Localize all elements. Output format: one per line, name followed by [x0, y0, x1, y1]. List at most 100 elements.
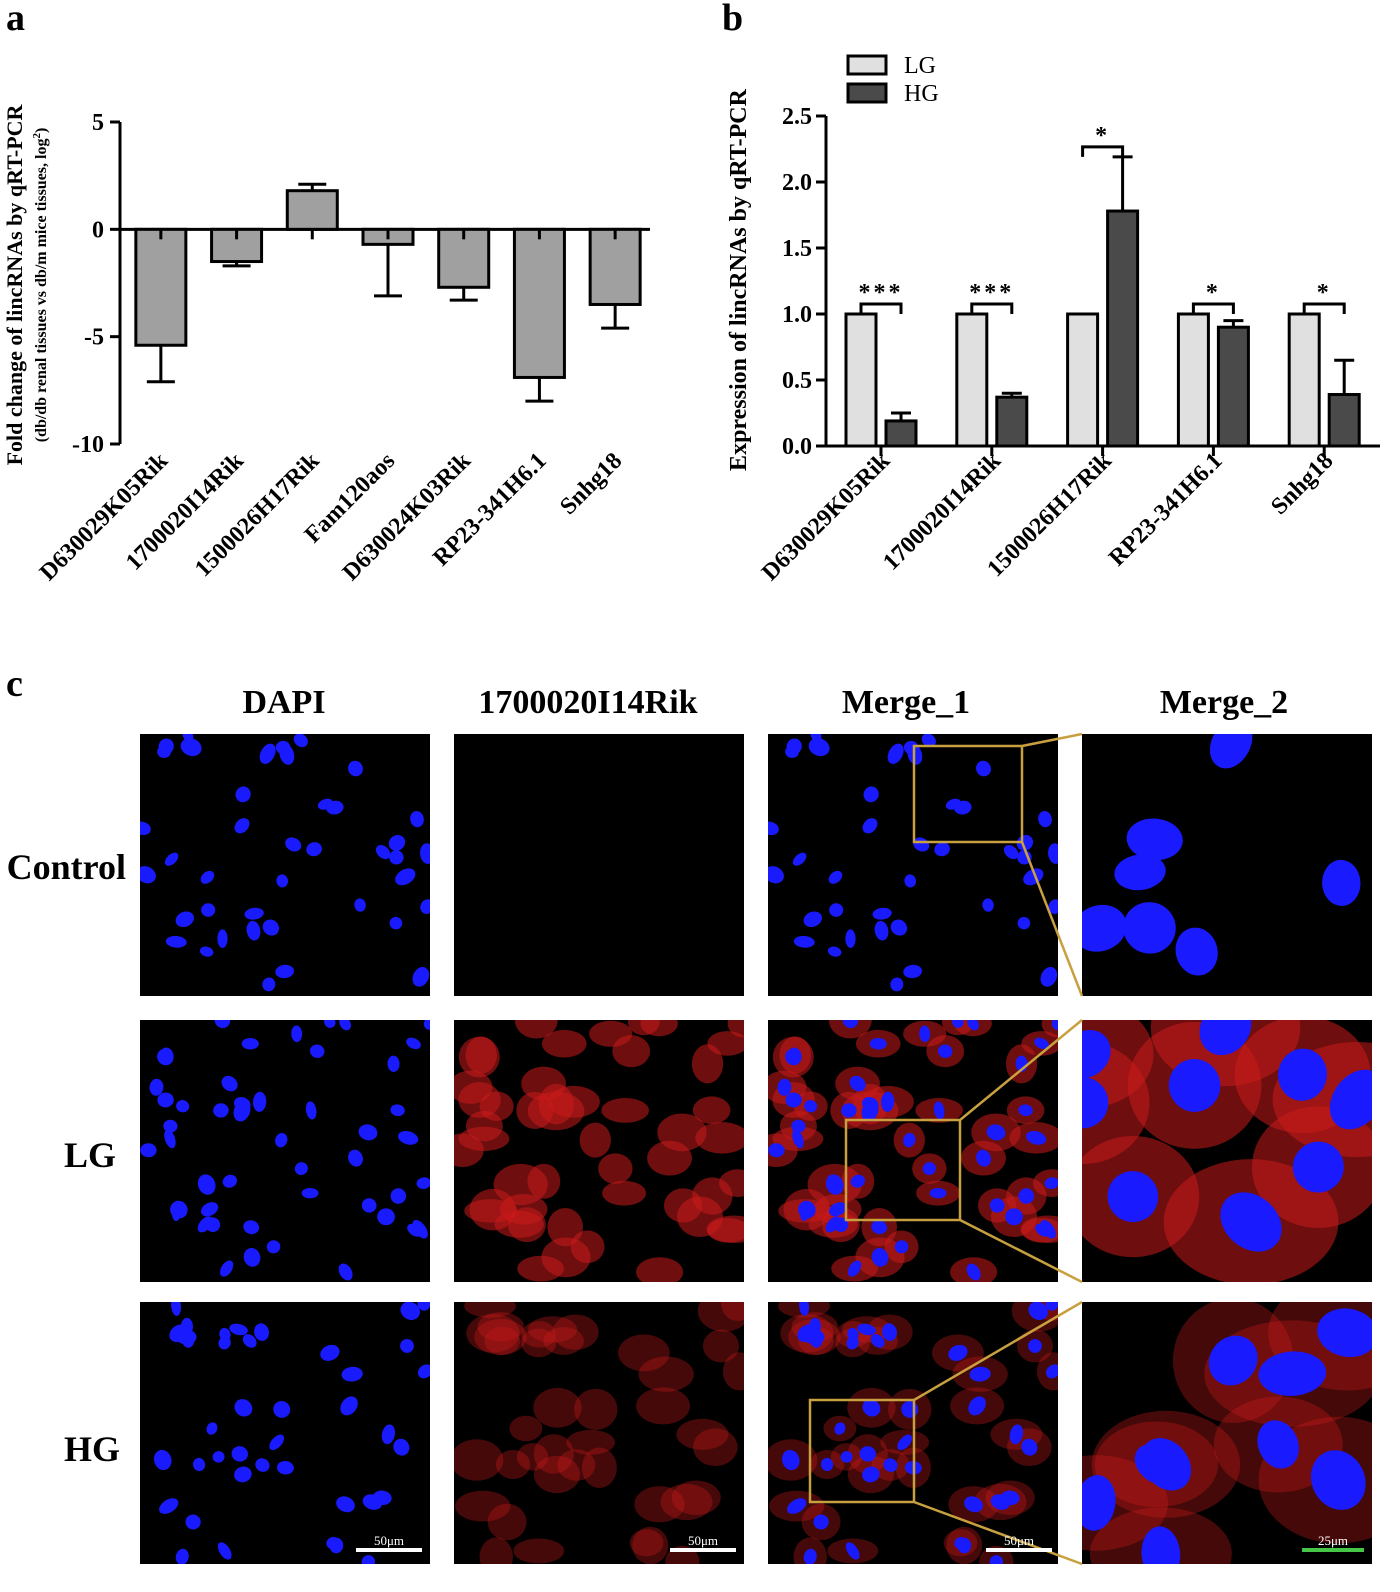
nucleus: [164, 852, 179, 866]
cytoplasm-signal: [514, 1020, 558, 1039]
cytoplasm-signal: [547, 1085, 600, 1118]
row-header-hg: HG: [63, 1429, 120, 1469]
nucleus: [294, 1162, 308, 1176]
cytoplasm-signal: [474, 1319, 527, 1355]
nucleus: [165, 935, 187, 948]
significance-label: *: [1206, 280, 1221, 306]
nucleus: [1310, 1450, 1366, 1510]
bar-hg: [884, 419, 918, 448]
nucleus: [234, 1399, 253, 1417]
nucleus: [212, 1451, 225, 1463]
nucleus: [791, 1119, 806, 1133]
nucleus: [1209, 734, 1253, 769]
nucleus: [846, 1336, 859, 1350]
nucleus: [381, 1424, 396, 1445]
nucleus: [185, 1514, 201, 1530]
nucleus: [880, 1091, 895, 1112]
nucleus: [842, 1020, 859, 1029]
y-tick-label: -5: [84, 325, 104, 351]
y-axis-label-sub: (db/db renal tissues vs db/m mice tissue…: [31, 128, 50, 443]
nucleus: [921, 734, 936, 748]
cytoplasm-signal: [455, 1490, 511, 1522]
nucleus: [785, 745, 799, 758]
scale-bar-line: [1302, 1548, 1364, 1552]
bar-hg: [1327, 393, 1361, 448]
nucleus: [1107, 1171, 1159, 1223]
bar-lg: [955, 312, 989, 448]
nucleus: [1040, 966, 1058, 987]
nucleus: [285, 837, 302, 852]
nucleus: [406, 1037, 421, 1050]
nucleus: [845, 929, 856, 948]
cytoplasm-signal: [574, 1388, 618, 1430]
nucleus: [1038, 810, 1052, 828]
nucleus: [1048, 899, 1058, 914]
nucleus: [804, 1329, 825, 1345]
scale-bar-lincrna: 50μm: [670, 1534, 736, 1552]
nucleus: [243, 1247, 261, 1267]
nucleus: [252, 1091, 267, 1112]
nucleus: [306, 842, 322, 857]
nucleus: [176, 1100, 190, 1113]
nucleus: [849, 1075, 866, 1092]
cytoplasm-signal: [533, 1387, 582, 1428]
y-axis-label-end: ): [33, 128, 50, 133]
nucleus: [222, 1174, 238, 1188]
scale-bar-dapi: 50μm: [356, 1534, 422, 1552]
row-header-control: Control: [6, 847, 126, 887]
nucleus: [890, 919, 908, 936]
y-tick-label: 0.0: [782, 434, 812, 460]
nucleus: [810, 734, 822, 744]
panel-c-letter: c: [6, 663, 23, 705]
nucleus: [781, 1449, 800, 1471]
cytoplasm-signal: [612, 1035, 651, 1068]
nucleus: [149, 1078, 164, 1096]
y-tick-label: 5: [92, 110, 104, 136]
cytoplasm-signal: [718, 1169, 744, 1197]
y-tick-label: 2.0: [782, 170, 812, 196]
y-tick-label: 2.5: [782, 104, 812, 130]
nucleus: [937, 1044, 953, 1058]
nucleus: [417, 1364, 430, 1379]
nucleus: [1199, 1020, 1252, 1056]
nucleus: [1017, 850, 1032, 865]
nucleus: [1048, 843, 1058, 864]
nucleus: [804, 1100, 818, 1113]
nucleus: [242, 1334, 257, 1348]
nucleus: [1082, 904, 1127, 952]
micrograph-image: [454, 734, 744, 996]
nucleus: [273, 1400, 291, 1418]
cytoplasm-signal: [513, 1538, 565, 1564]
nucleus: [197, 1216, 213, 1233]
cytoplasm-signal: [465, 1036, 498, 1074]
cytoplasm-signal: [454, 1070, 493, 1104]
nucleus: [861, 1100, 879, 1122]
nucleus: [828, 1202, 847, 1217]
nucleus: [803, 911, 822, 928]
nucleus: [324, 1020, 336, 1028]
nucleus: [393, 1438, 410, 1456]
nucleus: [976, 760, 991, 777]
cytoplasm-signal: [541, 1237, 591, 1278]
nucleus: [829, 903, 844, 917]
cytoplasm-signal: [552, 1314, 599, 1350]
nucleus: [387, 1055, 400, 1072]
nucleus: [1023, 868, 1044, 886]
nucleus: [309, 1044, 325, 1058]
nucleus: [338, 1263, 353, 1281]
x-tick-label: D630024K03Rik: [338, 447, 477, 586]
nucleus: [887, 743, 904, 764]
nucleus: [863, 786, 879, 803]
nucleus: [140, 821, 151, 836]
cytoplasm-signal: [579, 1122, 611, 1158]
legend-label: LG: [904, 53, 936, 79]
nucleus: [1044, 1177, 1058, 1189]
nucleus: [845, 1542, 860, 1560]
nucleus: [785, 1092, 802, 1108]
nucleus: [982, 898, 994, 912]
nucleus: [163, 1119, 178, 1133]
nucleus: [140, 866, 156, 884]
cytoplasm-signal: [693, 1428, 738, 1467]
nucleus: [329, 1537, 344, 1554]
nucleus: [320, 1344, 340, 1361]
